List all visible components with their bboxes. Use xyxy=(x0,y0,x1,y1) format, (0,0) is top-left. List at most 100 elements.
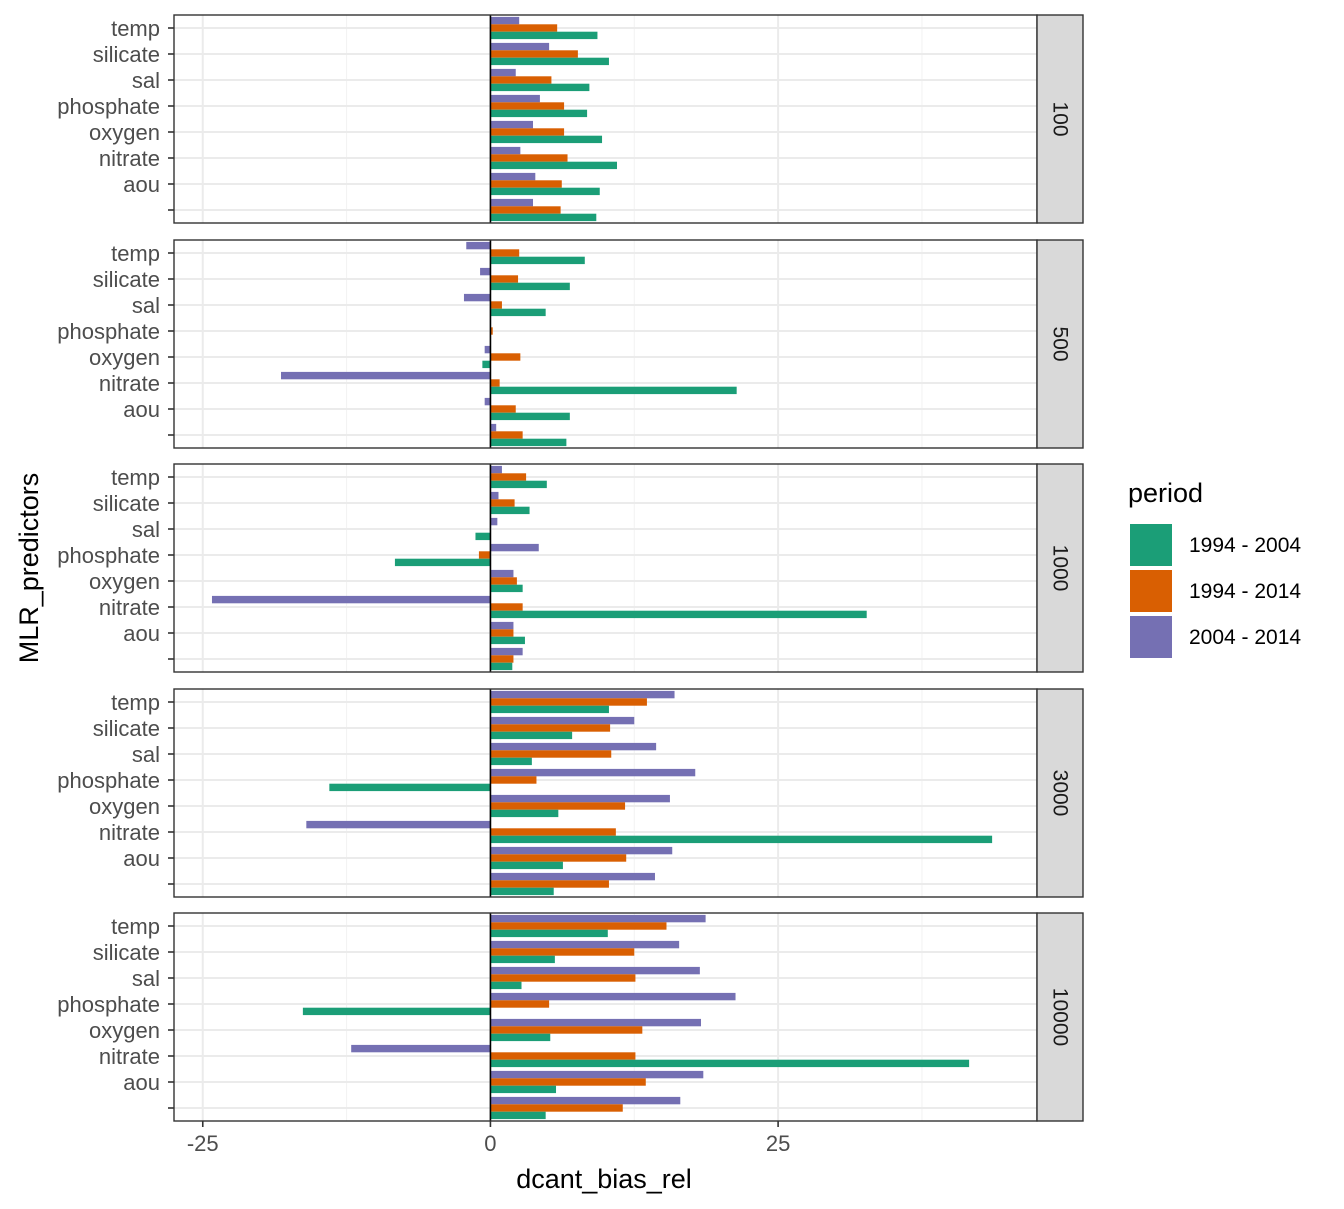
y-tick-label: silicate xyxy=(93,491,160,516)
bar-blank-1994-2004 xyxy=(490,213,597,222)
bar-temp-1994-2014 xyxy=(490,922,667,930)
bar-silicate-1994-2004 xyxy=(490,506,530,515)
bar-temp-2004-2014 xyxy=(490,465,502,474)
bar-aou-2004-2014 xyxy=(490,172,536,181)
bar-temp-1994-2014 xyxy=(490,698,647,706)
bar-aou-2004-2014 xyxy=(490,846,673,855)
y-axis-title: MLR_predictors xyxy=(14,473,44,664)
bar-nitrate-2004-2014 xyxy=(211,595,491,604)
bar-temp-2004-2014 xyxy=(490,914,706,923)
y-tick-label: sal xyxy=(132,293,160,318)
bar-sal-1994-2004 xyxy=(490,308,546,317)
bar-temp-1994-2014 xyxy=(490,249,520,257)
y-tick-label: sal xyxy=(132,68,160,93)
bar-silicate-1994-2004 xyxy=(490,731,573,740)
bar-silicate-2004-2014 xyxy=(480,267,491,276)
bar-oxygen-2004-2014 xyxy=(484,345,491,354)
bar-oxygen-2004-2014 xyxy=(490,794,670,803)
bar-silicate-1994-2004 xyxy=(490,57,609,66)
bar-temp-1994-2004 xyxy=(490,31,598,40)
bar-sal-1994-2004 xyxy=(490,83,590,92)
bar-temp-1994-2014 xyxy=(490,24,558,32)
bar-sal-1994-2014 xyxy=(490,750,612,758)
bar-temp-1994-2004 xyxy=(490,929,608,938)
bar-oxygen-2004-2014 xyxy=(490,120,534,129)
legend-title: period xyxy=(1128,478,1203,508)
bar-aou-1994-2014 xyxy=(490,180,562,188)
y-tick-label: aou xyxy=(123,621,160,646)
bar-silicate-2004-2014 xyxy=(490,940,680,949)
bar-aou-1994-2014 xyxy=(490,854,627,862)
bar-aou-1994-2004 xyxy=(490,1085,557,1094)
bar-phosphate-2004-2014 xyxy=(490,992,736,1001)
legend-label: 1994 - 2014 xyxy=(1189,580,1301,603)
bar-oxygen-1994-2004 xyxy=(490,1033,551,1042)
y-tick-label: sal xyxy=(132,517,160,542)
facet-strip-label: 10000 xyxy=(1049,988,1072,1046)
bar-phosphate-1994-2014 xyxy=(490,1000,550,1008)
bar-nitrate-2004-2014 xyxy=(281,371,491,380)
bar-nitrate-1994-2014 xyxy=(490,828,616,836)
legend-key xyxy=(1130,616,1172,658)
y-tick-label: temp xyxy=(111,914,160,939)
bar-temp-1994-2004 xyxy=(490,480,547,489)
bar-sal-1994-2004 xyxy=(490,757,532,766)
bar-phosphate-2004-2014 xyxy=(490,543,539,552)
y-tick-label: phosphate xyxy=(57,319,160,344)
y-tick-label: sal xyxy=(132,966,160,991)
bar-oxygen-1994-2014 xyxy=(490,1026,643,1034)
bar-temp-2004-2014 xyxy=(466,241,491,250)
bar-temp-1994-2004 xyxy=(490,705,609,714)
bar-blank-1994-2004 xyxy=(490,662,513,671)
bar-sal-1994-2014 xyxy=(490,76,552,84)
bar-sal-2004-2014 xyxy=(490,517,498,526)
bar-blank-1994-2014 xyxy=(490,655,514,663)
bar-aou-1994-2004 xyxy=(490,412,570,421)
bar-phosphate-2004-2014 xyxy=(490,94,540,103)
bar-aou-2004-2014 xyxy=(484,397,491,406)
bar-aou-2004-2014 xyxy=(490,621,514,630)
bar-blank-2004-2014 xyxy=(490,872,655,881)
x-tick-label: -25 xyxy=(187,1131,219,1156)
y-tick-label: temp xyxy=(111,16,160,41)
facet-panel-10000: tempsilicatesalphosphateoxygennitrateaou… xyxy=(57,912,1084,1122)
bar-nitrate-1994-2004 xyxy=(490,1059,970,1068)
y-tick-label: aou xyxy=(123,1070,160,1095)
bar-sal-2004-2014 xyxy=(490,966,700,975)
bar-blank-1994-2004 xyxy=(490,1111,546,1120)
bar-blank-1994-2014 xyxy=(490,431,523,439)
bar-nitrate-1994-2014 xyxy=(490,603,523,611)
bar-oxygen-1994-2014 xyxy=(490,353,521,361)
facet-strip-label: 500 xyxy=(1049,326,1072,361)
y-tick-label: nitrate xyxy=(99,146,160,171)
bar-phosphate-1994-2014 xyxy=(490,776,537,784)
legend-label: 2004 - 2014 xyxy=(1189,626,1301,649)
bar-nitrate-1994-2004 xyxy=(490,386,737,395)
y-tick-label: oxygen xyxy=(89,794,160,819)
legend-key xyxy=(1130,524,1172,566)
bar-silicate-1994-2014 xyxy=(490,724,611,732)
bar-phosphate-1994-2004 xyxy=(394,558,491,567)
bar-sal-2004-2014 xyxy=(490,68,516,77)
bar-nitrate-1994-2004 xyxy=(490,835,993,844)
y-tick-label: aou xyxy=(123,172,160,197)
y-tick-label: silicate xyxy=(93,716,160,741)
bar-blank-1994-2004 xyxy=(490,438,567,447)
bar-oxygen-1994-2014 xyxy=(490,577,517,585)
y-tick-label: phosphate xyxy=(57,94,160,119)
bar-silicate-1994-2004 xyxy=(490,955,555,964)
bar-silicate-2004-2014 xyxy=(490,491,499,500)
bar-sal-1994-2004 xyxy=(490,981,522,990)
bar-aou-1994-2014 xyxy=(490,629,514,637)
bar-blank-2004-2014 xyxy=(490,1096,681,1105)
bar-oxygen-1994-2014 xyxy=(490,128,565,136)
bar-oxygen-2004-2014 xyxy=(490,1018,702,1027)
bar-nitrate-1994-2014 xyxy=(490,379,500,387)
bar-temp-2004-2014 xyxy=(490,690,675,699)
bar-nitrate-2004-2014 xyxy=(306,820,491,829)
bar-silicate-1994-2014 xyxy=(490,50,578,58)
y-tick-label: silicate xyxy=(93,267,160,292)
panel-background xyxy=(174,464,1037,672)
y-tick-label: oxygen xyxy=(89,345,160,370)
facet-strip xyxy=(1036,239,1084,449)
